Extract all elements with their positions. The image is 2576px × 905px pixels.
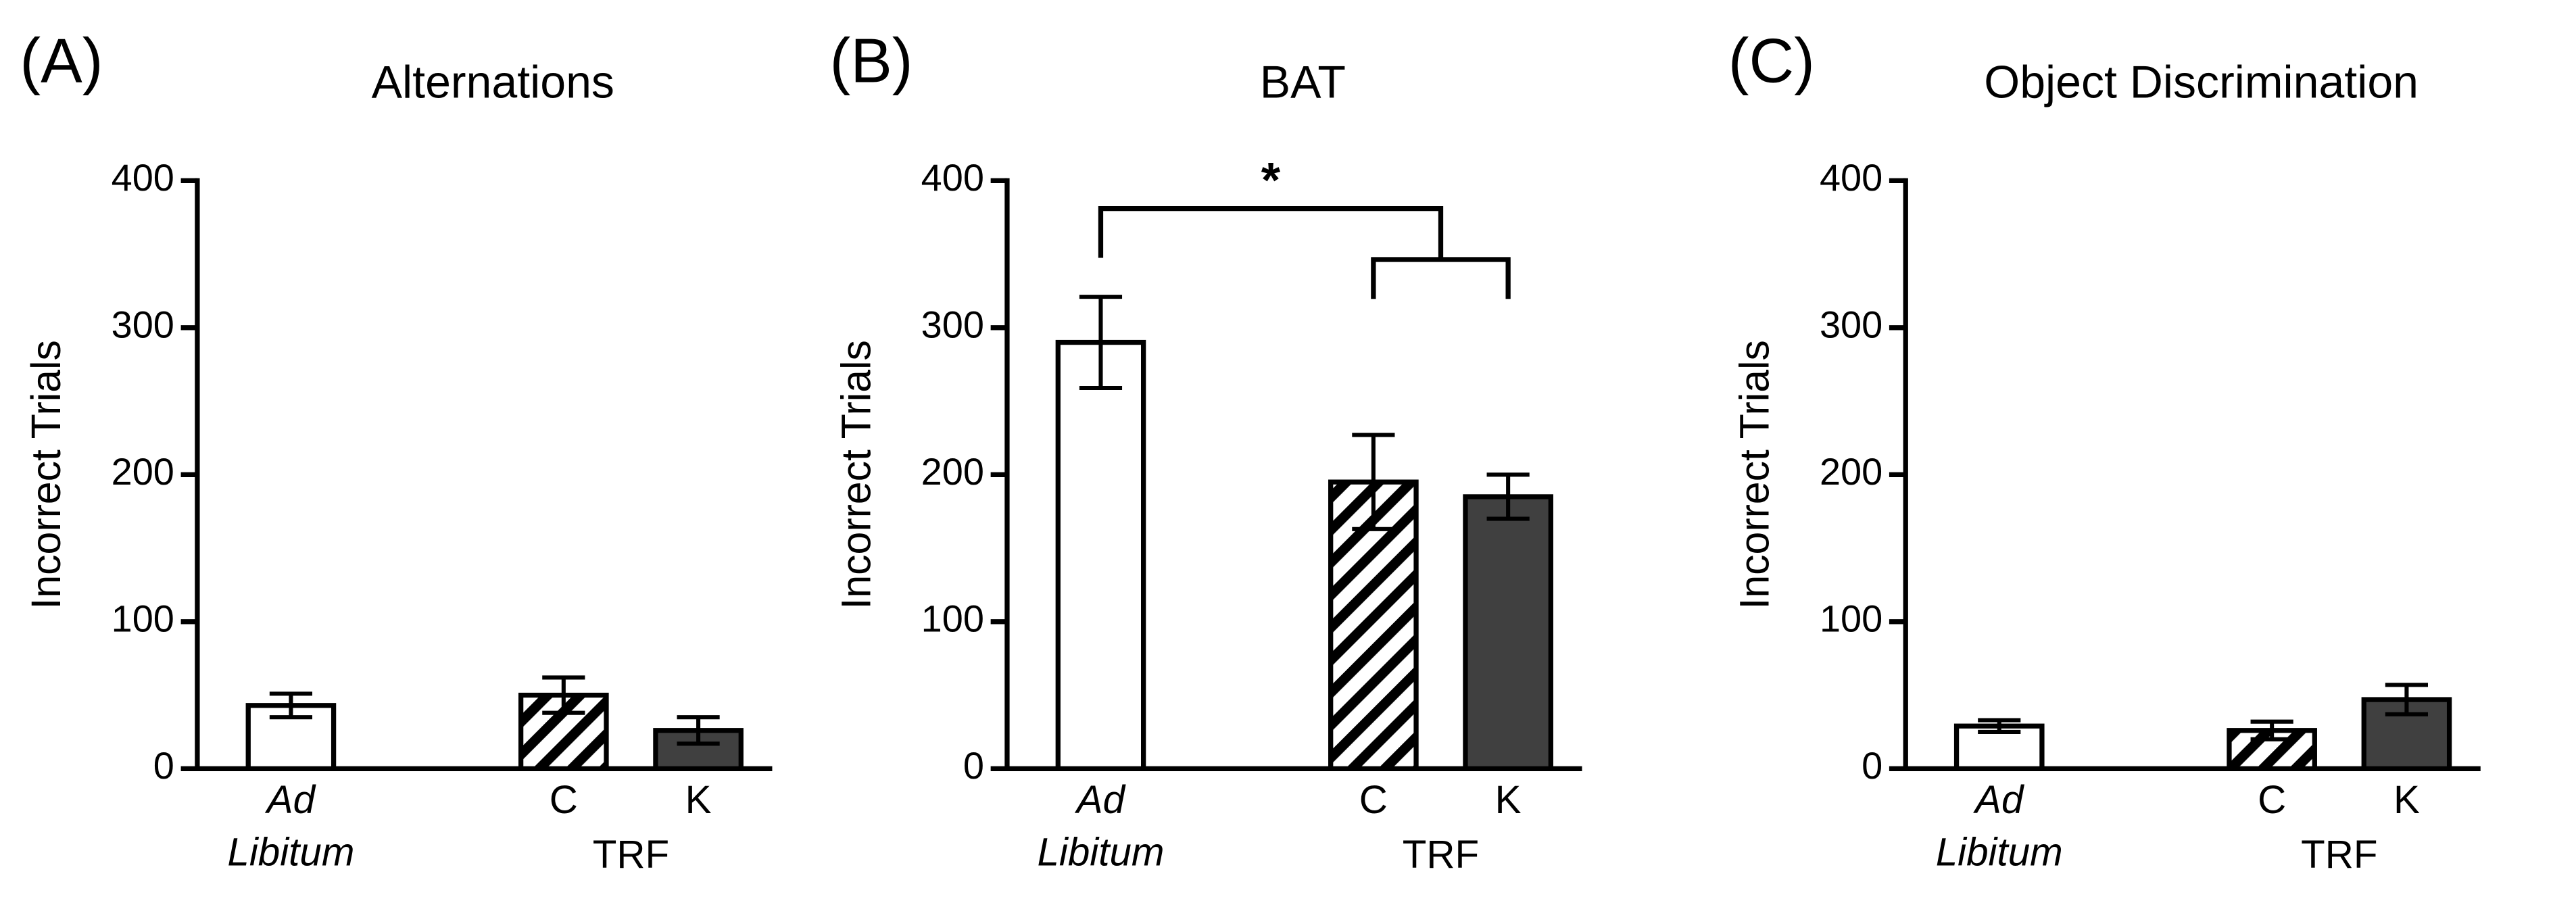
- x-tick-label-box: K: [2393, 778, 2420, 823]
- y-tick-label: 400: [921, 156, 984, 199]
- y-tick-label: 0: [1862, 744, 1882, 787]
- bar: [1055, 339, 1146, 771]
- significance-label: *: [1261, 153, 1281, 207]
- y-tick-label: 300: [112, 303, 174, 346]
- x-tick-label-box: C: [1359, 778, 1388, 823]
- x-tick-label-box: Ad Libitum: [227, 778, 355, 876]
- chart-title: Alternations: [372, 56, 614, 107]
- x-tick-label: Ad Libitum: [227, 778, 355, 876]
- panel-label: (A): [20, 26, 103, 96]
- y-tick-label: 100: [112, 597, 174, 640]
- y-tick-label: 200: [921, 450, 984, 493]
- error-bar: [1352, 433, 1395, 531]
- error-bar: [677, 715, 720, 746]
- group-label: TRF: [593, 833, 669, 877]
- x-tick-label-box: Ad Libitum: [1037, 778, 1165, 876]
- x-tick-label-box: K: [685, 778, 712, 823]
- error-bar: [2385, 683, 2429, 716]
- y-tick-label: 300: [1820, 303, 1882, 346]
- x-tick-label: C: [1359, 778, 1388, 823]
- x-tick-label: K: [1494, 778, 1522, 823]
- y-axis-label: Incorrect Trials: [23, 340, 69, 609]
- error-bar: [1978, 718, 2021, 734]
- x-tick-label: Ad Libitum: [1935, 778, 2063, 876]
- x-tick-label: C: [549, 778, 578, 823]
- x-tick-label-box: Ad Libitum: [1935, 778, 2063, 876]
- error-bar: [269, 691, 313, 720]
- x-tick-label: K: [2393, 778, 2420, 823]
- error-bar: [1079, 295, 1123, 391]
- y-axis-label: Incorrect Trials: [1732, 340, 1778, 609]
- chart-title: BAT: [1260, 56, 1346, 107]
- y-tick-label: 300: [921, 303, 984, 346]
- y-tick-label: 100: [1820, 597, 1882, 640]
- y-tick-label: 0: [153, 744, 174, 787]
- bar: [1463, 494, 1553, 771]
- panel-label: (C): [1728, 26, 1815, 96]
- x-tick-label-box: C: [2258, 778, 2287, 823]
- x-tick-label: C: [2258, 778, 2287, 823]
- y-axis-label: Incorrect Trials: [833, 340, 879, 609]
- y-tick-label: 200: [112, 450, 174, 493]
- y-tick-label: 100: [921, 597, 984, 640]
- error-bar: [1486, 472, 1530, 521]
- x-tick-label-box: K: [1494, 778, 1522, 823]
- chart-title: Object Discrimination: [1984, 56, 2419, 107]
- x-tick-label-box: C: [549, 778, 578, 823]
- group-label: TRF: [2301, 833, 2377, 877]
- group-label: TRF: [1403, 833, 1479, 877]
- y-tick-label: 400: [112, 156, 174, 199]
- significance-bracket: [1098, 205, 1511, 299]
- y-tick-label: 200: [1820, 450, 1882, 493]
- y-tick-label: 400: [1820, 156, 1882, 199]
- error-bar: [542, 675, 585, 715]
- x-tick-label: K: [685, 778, 712, 823]
- x-tick-label: Ad Libitum: [1037, 778, 1165, 876]
- bar: [653, 728, 744, 771]
- error-bar: [2250, 719, 2293, 741]
- y-tick-label: 0: [963, 744, 984, 787]
- panel-label: (B): [829, 26, 913, 96]
